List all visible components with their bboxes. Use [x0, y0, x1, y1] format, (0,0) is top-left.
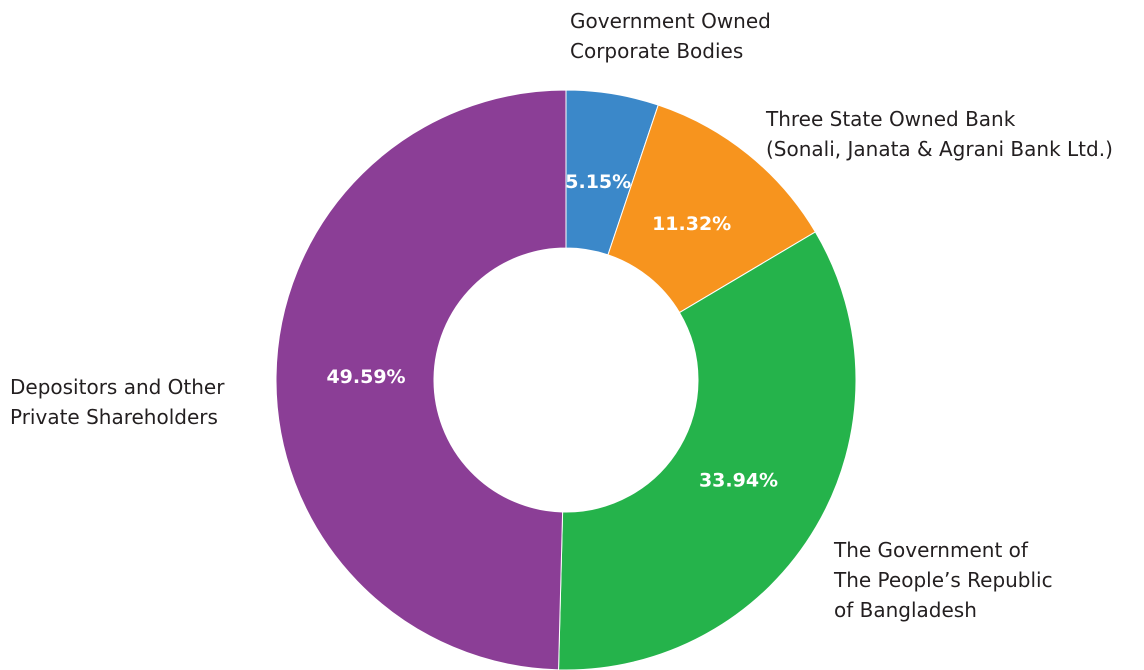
value-label-three-state-owned-bank: 11.32% [652, 213, 731, 235]
category-label-line: Corporate Bodies [570, 39, 743, 63]
category-label-line: Private Shareholders [10, 405, 218, 429]
value-labels-group: 5.15% 11.32% 33.94% 49.59% [326, 171, 778, 492]
slices-group [275, 89, 857, 670]
category-label-line: of Bangladesh [834, 598, 977, 622]
category-labels-group: Government Owned Corporate Bodies Three St… [10, 9, 1113, 622]
category-label-line: Government Owned [570, 9, 771, 33]
category-label-depositors-and-other: Depositors and Other Private Shareholders [10, 375, 225, 429]
category-label-the-government-of: The Government of The People’s Republic of… [833, 538, 1053, 622]
slice-the-government-of [558, 231, 857, 670]
slice-depositors-and-other [275, 89, 567, 670]
category-label-three-state-owned-bank: Three State Owned Bank (Sonali, Janata & … [765, 107, 1113, 161]
category-label-line: The Government of [833, 538, 1029, 562]
category-label-line: The People’s Republic [833, 568, 1053, 592]
category-label-line: (Sonali, Janata & Agrani Bank Ltd.) [766, 137, 1113, 161]
value-label-government-owned: 5.15% [565, 171, 631, 193]
category-label-government-owned: Government Owned Corporate Bodies [570, 9, 771, 63]
value-label-depositors-and-other: 49.59% [326, 366, 405, 388]
value-label-the-government-of: 33.94% [699, 470, 778, 492]
slice-three-state-owned-bank [607, 104, 817, 314]
category-label-line: Depositors and Other [10, 375, 225, 399]
category-label-line: Three State Owned Bank [765, 107, 1016, 131]
